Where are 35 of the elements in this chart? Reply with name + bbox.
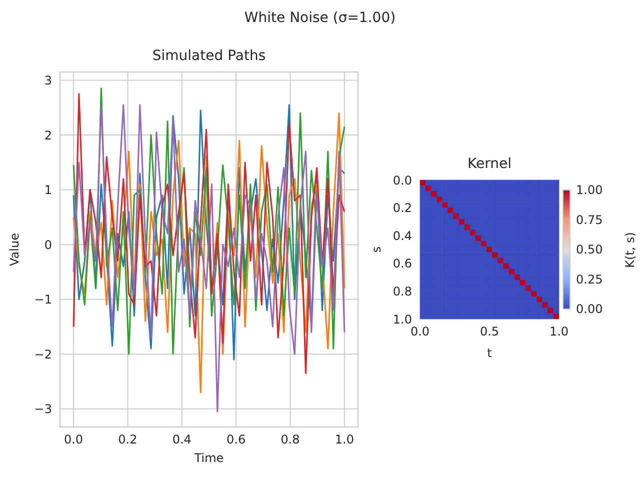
y-tick-label: −2 xyxy=(34,347,52,362)
y-tick-label: 3 xyxy=(44,73,52,88)
x-tick-label: 0.6 xyxy=(226,432,246,447)
x-tick-label: 1.0 xyxy=(549,324,569,339)
color-bar-title: K(t, s) xyxy=(623,232,637,268)
y-tick-label: 0 xyxy=(44,238,52,252)
color-bar-label: 0.50 xyxy=(576,242,603,256)
x-tick-label: 0.8 xyxy=(280,432,300,447)
y-tick-label: 0.2 xyxy=(392,201,412,216)
x-tick-label: 1.0 xyxy=(334,432,354,447)
y-tick-label: 1 xyxy=(44,183,52,198)
y-axis-title: s xyxy=(369,246,384,253)
text: White Noise (σ=1.00) xyxy=(243,10,397,26)
y-tick-label: 0.0 xyxy=(392,173,412,188)
x-tick-label: 0.2 xyxy=(118,432,138,447)
color-bar-label: 0.00 xyxy=(576,302,603,316)
y-tick-label: 0.4 xyxy=(392,228,412,243)
x-axis-title: t xyxy=(487,346,492,360)
x-tick-label: 0.5 xyxy=(480,324,500,339)
chart-title: Simulated Paths xyxy=(151,48,267,64)
y-tick-label: 2 xyxy=(44,128,52,142)
x-tick-label: 0.0 xyxy=(64,432,84,447)
x-tick-label: 0.0 xyxy=(410,324,430,339)
y-tick-label: 1.0 xyxy=(392,312,412,326)
color-bar-label: 0.75 xyxy=(576,212,603,227)
color-bar-label: 0.25 xyxy=(576,272,603,286)
y-tick-label: −1 xyxy=(34,292,52,307)
x-tick-label: 0.4 xyxy=(172,432,192,447)
color-bar-label: 1.00 xyxy=(576,183,603,197)
chart-title: Kernel xyxy=(466,156,512,172)
y-tick-label: −3 xyxy=(34,402,52,416)
y-tick-label: 0.8 xyxy=(392,284,412,298)
y-axis-title: Value xyxy=(7,233,22,266)
x-axis-title: Time xyxy=(193,451,224,465)
y-tick-label: 0.6 xyxy=(392,256,412,271)
